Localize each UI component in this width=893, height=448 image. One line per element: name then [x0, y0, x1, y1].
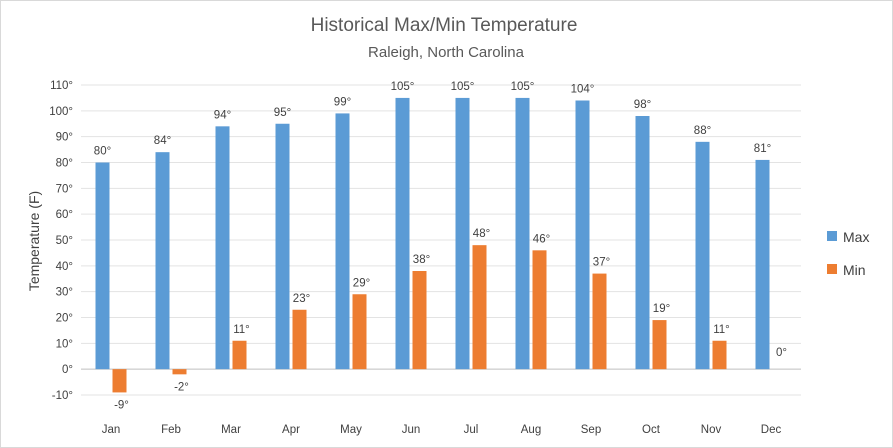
max-bar-nov [695, 141, 710, 370]
min-legend-swatch [827, 264, 837, 274]
x-category-label: Jul [464, 424, 479, 436]
min-label-nov: 11° [713, 324, 730, 336]
min-label-aug: 46° [533, 233, 550, 245]
min-label-feb: -2° [174, 381, 189, 393]
min-label-apr: 23° [293, 293, 310, 305]
min-label-sep: 37° [593, 257, 610, 269]
max-label-apr: 95° [274, 107, 291, 119]
max-bar-jul [455, 97, 470, 370]
y-axis-ticks: -10° 0° 10° 20° 30° 40° 50° 60° 70° 80° 90° 100° 110… [49, 80, 73, 402]
max-label-jun: 105° [391, 81, 415, 93]
min-bar-jan [112, 369, 127, 393]
min-bar-mar [232, 340, 247, 370]
max-bar-jun [395, 97, 410, 370]
max-legend-swatch [827, 231, 837, 241]
min-bar-oct [652, 320, 667, 370]
y-tick-label: 100° [49, 106, 73, 118]
y-tick-label: 80° [56, 158, 73, 170]
y-tick-label: 70° [56, 183, 73, 195]
max-bar-may [335, 113, 350, 370]
y-tick-label: 60° [56, 209, 73, 221]
min-bar-jul [472, 245, 487, 370]
y-tick-label: 0° [62, 364, 73, 376]
max-label-nov: 88° [694, 125, 711, 137]
x-category-label: Mar [221, 424, 241, 436]
y-tick-label: 50° [56, 235, 73, 247]
min-label-may: 29° [353, 277, 370, 289]
max-bar-sep [575, 100, 590, 370]
min-label-oct: 19° [653, 303, 670, 315]
max-bar-aug [515, 97, 530, 370]
y-tick-label: -10° [52, 390, 73, 402]
legend: Max Min [827, 229, 869, 278]
y-axis-label: Temperature (F) [26, 191, 42, 291]
max-bar-dec [755, 159, 770, 370]
max-label-oct: 98° [634, 99, 651, 111]
x-category-label: May [340, 424, 362, 436]
max-bar-apr [275, 123, 290, 370]
y-tick-label: 30° [56, 287, 73, 299]
x-category-label: Oct [642, 424, 661, 436]
x-axis-categories: Jan Feb Mar Apr May Jun Jul Aug Sep Oct Nov Dec [102, 424, 782, 436]
bars [95, 97, 770, 393]
min-bar-may [352, 294, 367, 370]
x-category-label: Dec [761, 424, 782, 436]
x-category-label: Jun [402, 424, 421, 436]
y-tick-label: 110° [50, 80, 73, 92]
max-label-jan: 80° [94, 146, 111, 158]
y-tick-label: 10° [56, 338, 73, 350]
max-label-aug: 105° [511, 81, 535, 93]
y-tick-label: 40° [56, 261, 73, 273]
x-category-label: Apr [282, 424, 300, 436]
y-tick-label: 20° [56, 313, 73, 325]
max-bar-oct [635, 116, 650, 370]
min-label-jul: 48° [473, 228, 490, 240]
min-bar-jun [412, 271, 427, 370]
min-legend-label: Min [843, 262, 866, 278]
max-label-dec: 81° [754, 143, 771, 155]
x-category-label: Jan [102, 424, 121, 436]
x-category-label: Aug [521, 424, 541, 436]
max-label-jul: 105° [451, 81, 475, 93]
min-label-jan: -9° [114, 399, 129, 411]
min-bar-nov [712, 340, 727, 370]
y-tick-label: 90° [56, 132, 73, 144]
max-legend-label: Max [843, 229, 869, 245]
min-label-mar: 11° [233, 324, 250, 336]
max-label-mar: 94° [214, 109, 231, 121]
chart-title: Historical Max/Min Temperature [311, 15, 578, 36]
min-bar-apr [292, 309, 307, 370]
max-bar-mar [215, 126, 230, 370]
max-bar-feb [155, 152, 170, 370]
data-labels: 80° -9° 84° -2° 94° 11° 95° 23° 99° 29° 105° 38° 105… [94, 81, 787, 411]
max-label-may: 99° [334, 96, 351, 108]
x-category-label: Feb [161, 424, 181, 436]
x-category-label: Nov [701, 424, 722, 436]
min-label-jun: 38° [413, 254, 430, 266]
chart-subtitle: Raleigh, North Carolina [368, 44, 525, 61]
min-bar-feb [172, 369, 187, 375]
max-bar-jan [95, 162, 110, 370]
x-category-label: Sep [581, 424, 601, 436]
min-bar-aug [532, 250, 547, 370]
max-label-sep: 104° [571, 84, 595, 96]
min-bar-sep [592, 273, 607, 370]
gridlines [81, 84, 801, 396]
min-label-dec: 0° [776, 347, 787, 359]
max-label-feb: 84° [154, 135, 171, 147]
